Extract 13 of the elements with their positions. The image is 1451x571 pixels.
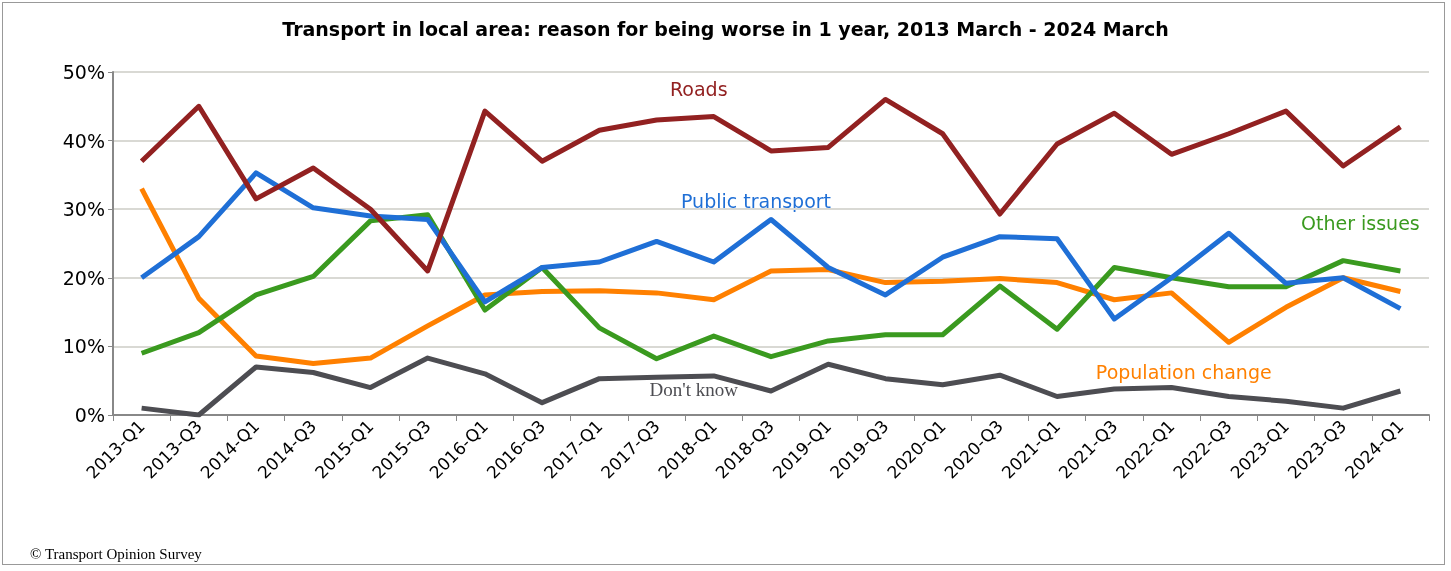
y-tick-label: 10%	[62, 335, 105, 358]
y-tick-label: 40%	[62, 129, 105, 152]
text: Population change	[1095, 361, 1272, 384]
series-label: Don't know	[649, 379, 739, 401]
text: © Transport Opinion Survey	[30, 545, 203, 562]
y-tick-label: 0%	[74, 404, 105, 426]
series-label: Public transport	[680, 190, 832, 213]
series-label: Roads	[669, 77, 728, 100]
y-tick-label: 20%	[62, 266, 105, 289]
y-tick-label: 50%	[62, 61, 105, 83]
text: Other issues	[1301, 211, 1420, 234]
y-tick-label: 30%	[62, 198, 105, 221]
chart-title: Transport in local area: reason for being worse in 1 year, 2013 March - 2024 March	[282, 17, 1169, 40]
